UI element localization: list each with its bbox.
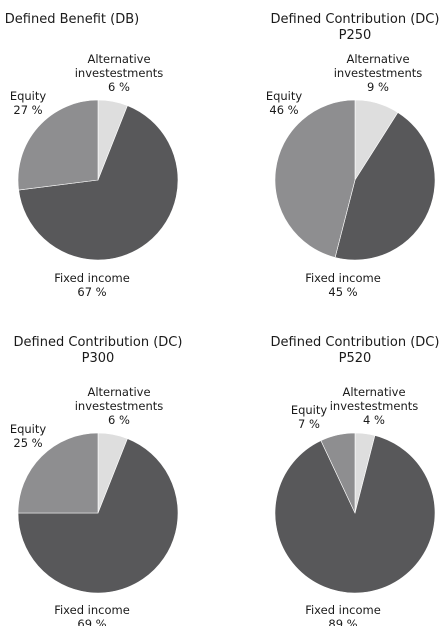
slice-value-label: 27 % <box>13 103 42 117</box>
slice-value-label: 46 % <box>269 103 298 117</box>
pie-slice-equity <box>274 99 356 258</box>
chart-title-line: Defined Contribution (DC) <box>271 335 440 350</box>
slice-label-text: Fixed income <box>54 603 130 617</box>
pie-slice-fixed-income <box>17 438 179 594</box>
pie-slice-equity <box>17 99 99 191</box>
slice-value-label: 9 % <box>367 80 389 94</box>
slice-label-text: Fixed income <box>305 603 381 617</box>
slice-label-text: Alternative <box>87 52 150 66</box>
slice-value-label: 69 % <box>77 617 106 626</box>
slice-label-text: Fixed income <box>305 271 381 285</box>
pie-slice-fixed-income <box>274 435 436 594</box>
slice-label-text: investestments <box>334 66 423 80</box>
slice-label-text: Equity <box>10 89 47 103</box>
slice-label-text: Alternative <box>342 385 405 399</box>
chart-title-line: P300 <box>82 351 115 366</box>
slice-label-text: Alternative <box>346 52 409 66</box>
slice-label-text: Equity <box>291 403 328 417</box>
chart-title-line: Defined Contribution (DC) <box>271 12 440 27</box>
slice-label-text: investestments <box>330 399 419 413</box>
pie-chart-3: Defined Contribution (DC)P300 Alternative… <box>10 335 183 631</box>
pie-chart-4: Defined Contribution (DC)P520 Alternative… <box>271 335 440 631</box>
slice-label-text: Alternative <box>87 385 150 399</box>
slice-label-text: Equity <box>266 89 303 103</box>
slice-value-label: 89 % <box>328 617 357 626</box>
chart-title-line: Defined Benefit (DB) <box>5 12 139 27</box>
slice-value-label: 7 % <box>298 417 320 431</box>
pie-slice-equity <box>320 432 356 514</box>
pie-slice-fixed-income <box>18 105 179 261</box>
slice-value-label: 25 % <box>13 436 42 450</box>
chart-title-line: Defined Contribution (DC) <box>14 335 183 350</box>
pie-chart-1: Defined Benefit (DB) Alternativeinvestest… <box>5 12 179 299</box>
pie-slice-fixed-income <box>334 112 436 261</box>
chart-title-line: P250 <box>339 28 372 43</box>
slice-value-label: 6 % <box>108 80 130 94</box>
chart-title-line: P520 <box>339 351 372 366</box>
slice-label-text: investestments <box>75 66 164 80</box>
slice-value-label: 6 % <box>108 413 130 427</box>
slice-label-text: Fixed income <box>54 271 130 285</box>
slice-value-label: 67 % <box>77 285 106 299</box>
slice-label-text: investestments <box>75 399 164 413</box>
pie-chart-2: Defined Contribution (DC)P250 Alternative… <box>266 12 440 299</box>
slice-value-label: 45 % <box>328 285 357 299</box>
slice-label-text: Equity <box>10 422 47 436</box>
slice-value-label: 4 % <box>363 413 385 427</box>
pie-slice-equity <box>17 432 99 514</box>
